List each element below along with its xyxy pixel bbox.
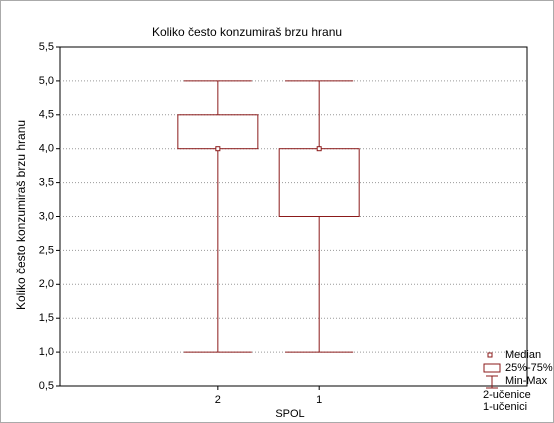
legend-label: 25%-75%	[505, 362, 553, 374]
y-tick-label: 2,0	[39, 278, 54, 290]
y-tick-label: 4,5	[39, 109, 54, 121]
y-tick-label: 0,5	[39, 380, 54, 392]
y-axis-label: Koliko često konzumiraš brzu hranu	[14, 120, 28, 310]
legend-note: 1-učenici	[483, 401, 527, 413]
legend-box-symbol	[483, 363, 501, 373]
median-marker	[316, 146, 322, 152]
x-axis-label: SPOL	[275, 408, 304, 420]
y-tick-label: 1,0	[39, 346, 54, 358]
y-tick-label: 5,5	[39, 41, 54, 53]
median-marker	[215, 146, 221, 152]
x-tick-label: 2	[215, 394, 221, 406]
y-tick-label: 4,0	[39, 143, 54, 155]
y-tick-label: 5,0	[39, 75, 54, 87]
chart-title: Koliko često konzumiraš brzu hranu	[152, 25, 342, 39]
y-tick-label: 3,5	[39, 177, 54, 189]
y-tick-label: 2,5	[39, 244, 54, 256]
y-tick-label: 3,0	[39, 210, 54, 222]
legend-label: Min-Max	[505, 375, 548, 387]
legend-median-symbol	[487, 352, 493, 358]
x-tick-label: 1	[316, 394, 322, 406]
legend-note: 2-učenice	[483, 389, 531, 401]
y-tick-label: 1,5	[39, 312, 54, 324]
legend-label: Median	[505, 349, 541, 361]
